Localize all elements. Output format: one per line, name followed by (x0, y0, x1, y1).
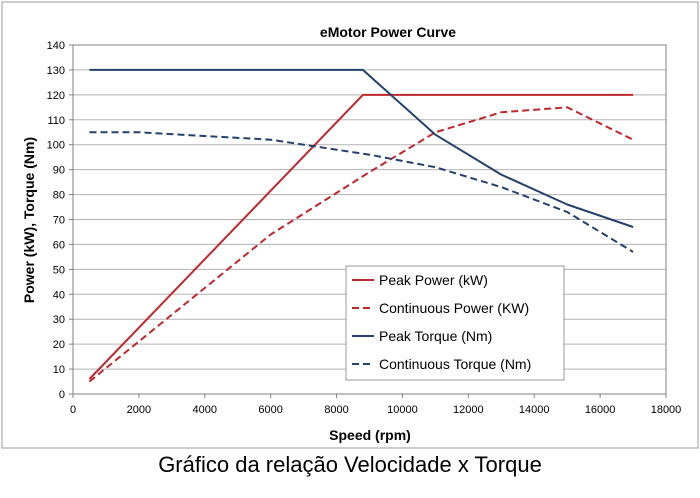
x-axis-label: Speed (rpm) (329, 427, 411, 443)
power-torque-chart: eMotor Power Curve 0 10 20 30 40 50 60 70 80 90 10… (1, 1, 699, 449)
figure-caption: Gráfico da relação Velocidade x Torque (158, 452, 542, 477)
y-tick-label: 50 (53, 264, 65, 276)
y-tick-label: 140 (47, 40, 65, 52)
legend-label: Peak Torque (Nm) (379, 328, 492, 344)
legend-label: Peak Power (kW) (379, 272, 488, 288)
y-tick-label: 30 (53, 314, 65, 326)
axis-ticks: 0 10 20 30 40 50 60 70 80 90 100 110 120 130 140 0 2000 4… (47, 40, 682, 416)
x-tick-label: 0 (70, 404, 76, 416)
y-tick-label: 80 (53, 190, 65, 202)
y-tick-label: 130 (47, 65, 65, 77)
y-tick-label: 0 (59, 389, 65, 401)
legend-box (345, 265, 565, 381)
y-tick-label: 20 (53, 339, 65, 351)
y-tick-label: 60 (53, 239, 65, 251)
continuous-power-line (88, 106, 634, 383)
y-tick-label: 40 (53, 289, 65, 301)
y-tick-label: 90 (53, 165, 65, 177)
peak-torque-line (89, 68, 634, 228)
x-tick-label: 14000 (519, 404, 550, 416)
legend: Peak Power (kW) Continuous Power (KW) Peak… (345, 265, 565, 381)
continuous-torque-line (89, 131, 634, 253)
y-tick-label: 10 (53, 364, 65, 376)
x-tick-label: 10000 (387, 404, 418, 416)
legend-label: Continuous Power (KW) (379, 300, 529, 316)
peak-power-line (88, 93, 634, 380)
x-tick-label: 18000 (651, 404, 682, 416)
chart-title: eMotor Power Curve (320, 24, 456, 40)
x-tick-label: 8000 (324, 404, 348, 416)
x-tick-label: 2000 (127, 404, 151, 416)
y-axis-label: Power (kW), Torque (Nm) (21, 137, 37, 303)
y-tick-label: 70 (53, 215, 65, 227)
legend-label: Continuous Torque (Nm) (379, 356, 531, 372)
y-tick-label: 100 (47, 140, 65, 152)
x-tick-label: 6000 (258, 404, 282, 416)
y-tick-label: 120 (47, 90, 65, 102)
x-tick-label: 4000 (193, 404, 217, 416)
x-tick-label: 16000 (585, 404, 616, 416)
x-tick-label: 12000 (453, 404, 484, 416)
y-tick-label: 110 (47, 115, 65, 127)
series-lines (88, 68, 634, 383)
